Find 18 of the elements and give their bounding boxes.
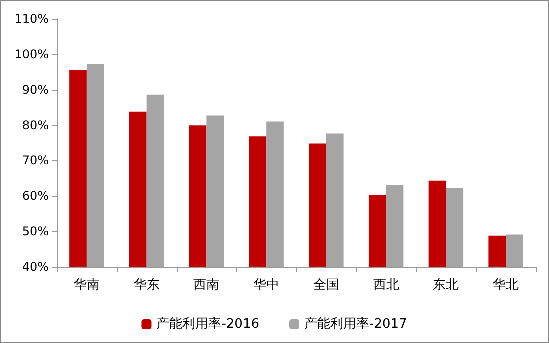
y-tick-label: 80% <box>22 118 49 132</box>
y-tick-label: 60% <box>22 189 49 204</box>
x-tick-label: 东北 <box>433 278 460 293</box>
y-tick-label: 50% <box>22 224 49 239</box>
y-tick-label: 110% <box>14 12 49 26</box>
x-tick-label: 全国 <box>313 278 340 293</box>
y-tick-label: 70% <box>22 154 49 168</box>
legend-label: 产能利用率-2017 <box>304 316 408 332</box>
y-tick-label: 100% <box>14 47 49 62</box>
legend-label: 产能利用率-2016 <box>156 316 260 332</box>
x-tick-label: 西北 <box>373 278 400 293</box>
y-tick-label: 90% <box>22 82 49 97</box>
x-tick-label: 华南 <box>74 278 100 293</box>
x-tick-label: 西南 <box>194 278 220 293</box>
x-tick-label: 华东 <box>134 278 160 293</box>
y-tick-label: 40% <box>22 260 49 274</box>
x-tick-label: 华北 <box>493 278 520 293</box>
x-tick-label: 华中 <box>254 278 280 293</box>
